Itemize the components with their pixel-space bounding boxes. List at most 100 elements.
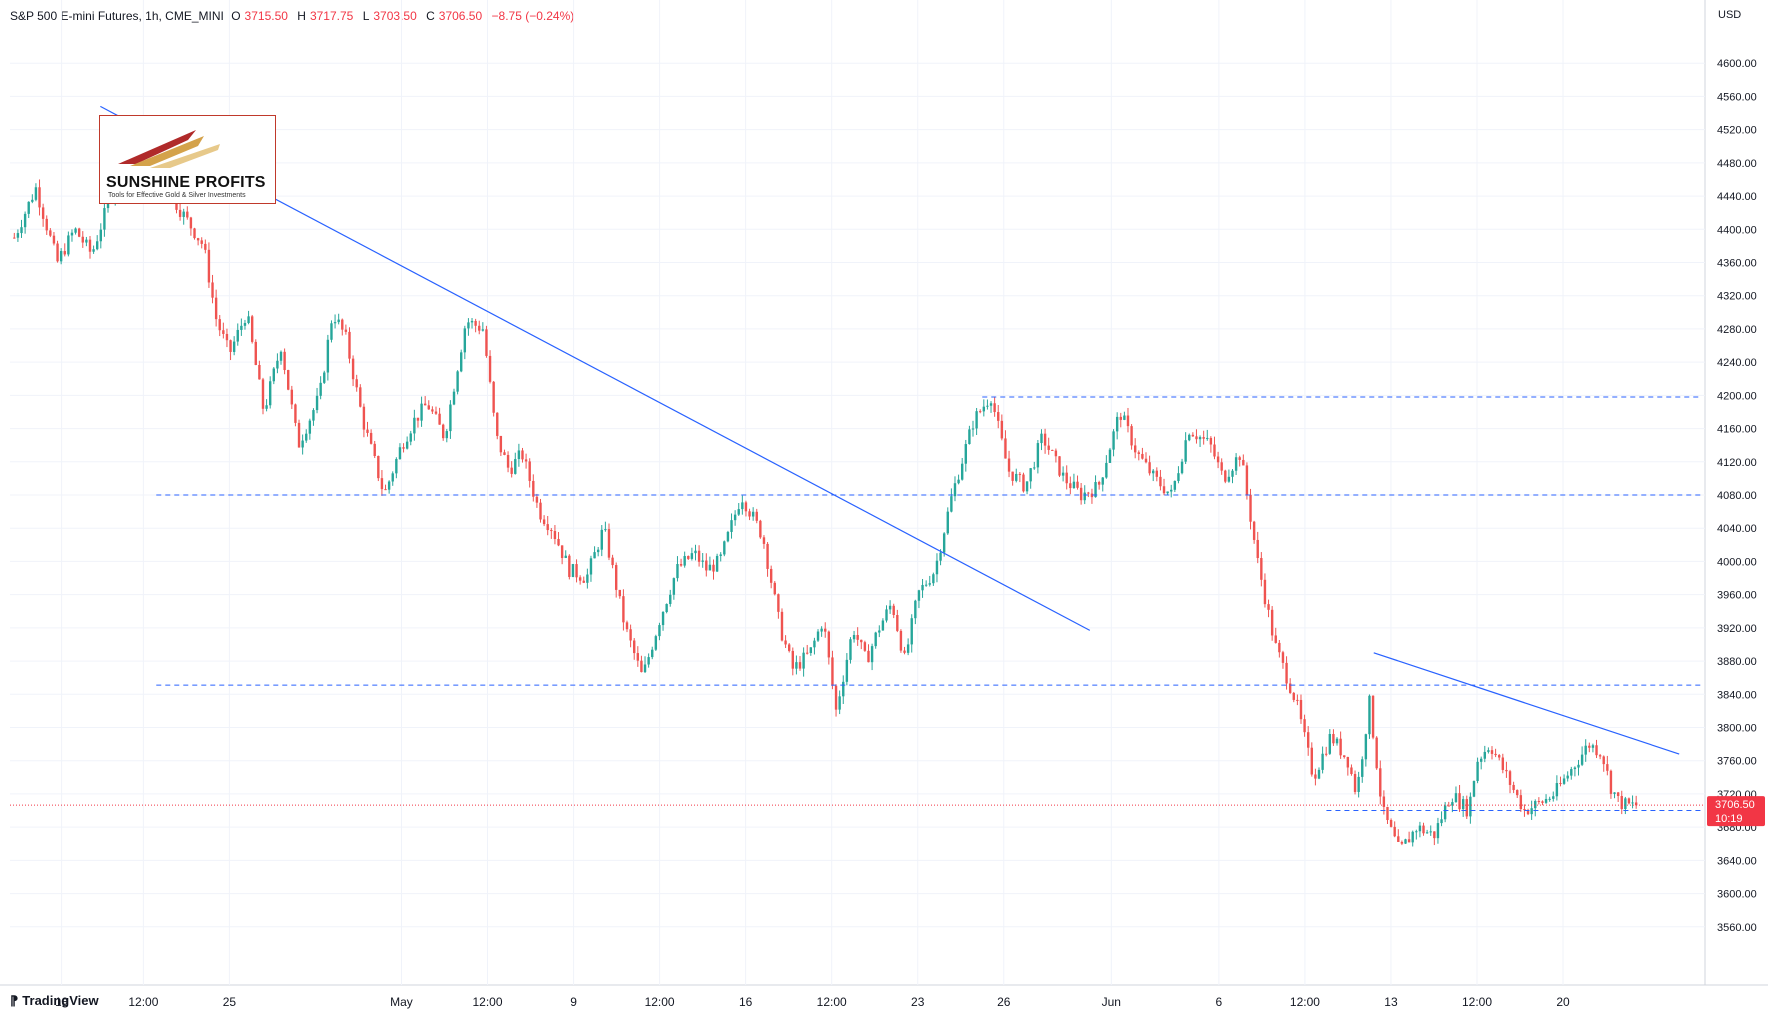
candle-body <box>629 629 632 641</box>
candle-body <box>586 574 589 583</box>
candle-body <box>1173 480 1177 490</box>
y-tick-label: 4160.00 <box>1717 424 1757 436</box>
candle-body <box>946 511 949 534</box>
candle-body <box>571 564 575 577</box>
candle-body <box>1238 457 1241 460</box>
candle-body <box>1004 438 1007 459</box>
candle-body <box>13 237 16 239</box>
candle-body <box>1393 826 1396 837</box>
candle-body <box>1620 796 1623 810</box>
candle-body <box>705 560 708 571</box>
candle-body <box>658 625 661 637</box>
candle-body <box>1526 810 1530 815</box>
candle-body <box>1415 831 1418 833</box>
candle-body <box>1177 473 1180 481</box>
candle-body <box>643 664 647 673</box>
candle-body <box>1505 769 1508 772</box>
candle-body <box>1440 819 1443 824</box>
candle-body <box>924 584 928 586</box>
open-label: O <box>231 9 241 23</box>
candle-body <box>1346 757 1350 768</box>
candle-body <box>1552 796 1555 799</box>
price-badge <box>1707 796 1765 827</box>
y-tick-label: 4080.00 <box>1717 490 1757 502</box>
candle-body <box>261 379 265 409</box>
candle-body <box>1310 747 1313 775</box>
candle-body <box>355 379 358 388</box>
y-tick-label: 4320.00 <box>1717 291 1757 303</box>
candle-body <box>1090 493 1094 498</box>
candle-body <box>766 543 769 569</box>
candle-body <box>1422 825 1425 834</box>
candle-body <box>1353 773 1357 792</box>
x-tick-label: Jun <box>1102 995 1121 1009</box>
candle-body <box>1454 793 1458 803</box>
candle-body <box>402 447 405 449</box>
candle-body <box>1548 798 1551 800</box>
candle-body <box>849 639 852 660</box>
candle-body <box>1198 437 1202 440</box>
candle-body <box>1202 437 1205 439</box>
candle-body <box>369 432 373 444</box>
candle-body <box>1260 558 1263 580</box>
candle-body <box>1479 758 1483 762</box>
candle-body <box>1465 799 1468 817</box>
candle-body <box>1544 798 1548 803</box>
candle-body <box>1476 761 1479 782</box>
candle-body <box>712 564 715 572</box>
tradingview-brand[interactable]: ⁋ TradingView <box>10 993 99 1009</box>
candle-body <box>1231 470 1234 477</box>
x-tick-label: 12:00 <box>817 995 847 1009</box>
candle-body <box>236 329 239 342</box>
candle-body <box>229 340 232 352</box>
candle-body <box>1184 440 1187 462</box>
candle-body <box>960 463 964 480</box>
candle-body <box>276 360 279 369</box>
candle-body <box>560 545 564 558</box>
y-tick-label: 3760.00 <box>1717 756 1757 768</box>
candle-body <box>1087 492 1090 494</box>
candle-body <box>1584 745 1587 755</box>
candle-body <box>1368 695 1371 735</box>
y-tick-label: 4400.00 <box>1717 224 1757 236</box>
candle-body <box>802 652 805 669</box>
candle-body <box>59 251 63 262</box>
candle-body <box>723 541 726 555</box>
candle-body <box>1627 798 1631 804</box>
candle-body <box>492 381 495 413</box>
candle-body <box>640 660 643 673</box>
sunshine-profits-logo: SUNSHINE PROFITS Tools for Effective Gol… <box>99 115 276 204</box>
candle-body <box>633 640 636 654</box>
candle-body <box>431 409 434 412</box>
candle-body <box>481 329 485 331</box>
candle-body <box>517 450 521 460</box>
open-value: 3715.50 <box>244 9 288 23</box>
candle-body <box>917 590 921 601</box>
candle-body <box>611 557 614 566</box>
candle-body <box>697 550 701 562</box>
candle-body <box>1144 458 1148 463</box>
candle-body <box>279 351 283 361</box>
candle-body <box>463 328 467 353</box>
candle-body <box>243 322 247 326</box>
candle-body <box>874 632 877 647</box>
y-tick-label: 3800.00 <box>1717 723 1757 735</box>
candle-body <box>982 406 986 412</box>
candle-body <box>1007 458 1011 472</box>
candle-body <box>485 329 488 356</box>
candle-body <box>1249 494 1252 522</box>
candle-body <box>1036 443 1040 468</box>
candle-body <box>16 233 20 238</box>
candle-body <box>1400 841 1404 844</box>
candle-body <box>1461 799 1465 810</box>
candle-body <box>478 325 481 331</box>
candle-body <box>1389 820 1393 827</box>
candle-body <box>1029 468 1032 482</box>
currency-label[interactable]: USD <box>1718 9 1742 21</box>
candle-body <box>258 364 261 380</box>
y-tick-label: 4000.00 <box>1717 556 1757 568</box>
candle-body <box>362 406 366 430</box>
candle-body <box>416 417 420 421</box>
candle-body <box>222 330 225 334</box>
